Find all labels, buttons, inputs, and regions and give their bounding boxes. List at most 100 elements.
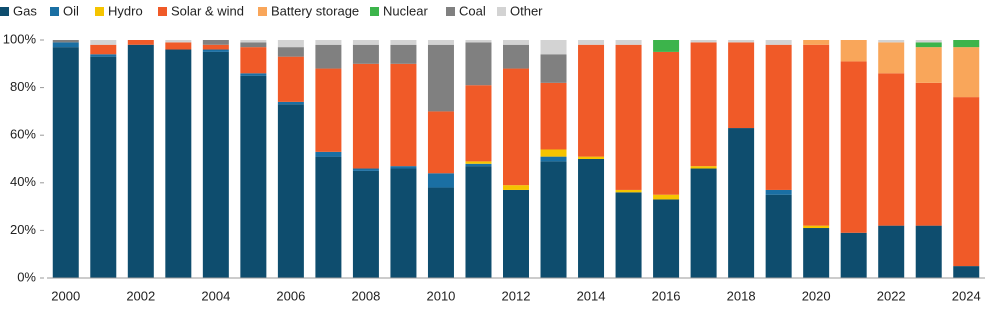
- bar-segment: [240, 73, 267, 76]
- bar-segment: [765, 189, 792, 195]
- bar-segment: [165, 42, 192, 50]
- bar-segment: [240, 47, 267, 74]
- y-tick-label: 80%: [10, 79, 36, 94]
- bar-segment: [352, 63, 379, 169]
- x-tick-label: 2002: [126, 288, 155, 303]
- bar-segment: [352, 40, 379, 45]
- bar-segment: [540, 156, 567, 162]
- bar-segment: [315, 40, 342, 45]
- bar-segment: [90, 54, 117, 57]
- bar-segment: [90, 44, 117, 55]
- bar-segment: [653, 40, 680, 52]
- x-tick-label: 2022: [877, 288, 906, 303]
- bar-segment: [728, 42, 755, 129]
- x-tick-label: 2008: [351, 288, 380, 303]
- bar-segment: [427, 44, 454, 112]
- bar-segment: [765, 194, 792, 278]
- bar-segment: [953, 47, 980, 98]
- bar-segment: [277, 101, 304, 105]
- bar-segment: [840, 232, 867, 278]
- y-tick-label: 40%: [10, 174, 36, 189]
- x-tick-label: 2014: [577, 288, 606, 303]
- bar-segment: [878, 40, 905, 43]
- bar-segment: [690, 42, 717, 167]
- bar-segment: [390, 63, 417, 167]
- bar-segment: [240, 75, 267, 278]
- bar-segment: [465, 161, 492, 164]
- bar-segment: [953, 266, 980, 278]
- bar-segment: [503, 44, 529, 69]
- bar-segment: [615, 40, 642, 45]
- legend-swatch: [50, 7, 59, 16]
- bar-segment: [803, 225, 830, 229]
- bar-segment: [465, 42, 492, 86]
- bar-segment: [915, 42, 942, 48]
- bar-segment: [878, 73, 905, 226]
- legend-label: Gas: [13, 3, 37, 18]
- bar-segment: [690, 168, 717, 278]
- legend-swatch: [158, 7, 167, 16]
- legend-swatch: [446, 7, 455, 16]
- bar-segment: [540, 82, 567, 150]
- bar-segment: [465, 40, 492, 43]
- bar-segment: [90, 40, 117, 45]
- bar-segment: [90, 56, 117, 278]
- bar-segment: [52, 40, 79, 43]
- bar-segment: [427, 111, 454, 174]
- bar-segment: [953, 40, 980, 48]
- x-tick-label: 2024: [952, 288, 981, 303]
- bar-segment: [352, 170, 379, 278]
- bar-segment: [653, 199, 680, 278]
- bar-segment: [878, 225, 905, 278]
- bar-segment: [953, 97, 980, 267]
- bar-segment: [915, 82, 942, 226]
- bar-segment: [465, 163, 492, 167]
- bar-segment: [540, 54, 567, 83]
- bar-segment: [52, 47, 79, 278]
- bar-segment: [765, 44, 792, 190]
- bar-segment: [315, 151, 342, 157]
- bar-segment: [390, 168, 417, 278]
- x-tick-label: 2004: [201, 288, 230, 303]
- bar-segment: [803, 40, 830, 45]
- bar-segment: [202, 51, 229, 279]
- bar-segment: [578, 159, 605, 278]
- x-tick-label: 2020: [802, 288, 831, 303]
- bar-segment: [915, 47, 942, 83]
- bar-segment: [202, 44, 229, 50]
- bar-segment: [202, 49, 229, 52]
- bar-segment: [690, 40, 717, 43]
- legend-label: Battery storage: [271, 3, 359, 18]
- bar-segment: [315, 68, 342, 152]
- legend-label: Solar & wind: [171, 3, 244, 18]
- bar-segment: [615, 44, 642, 190]
- bar-segment: [915, 225, 942, 278]
- bar-segment: [127, 44, 154, 279]
- legend-swatch: [0, 7, 9, 16]
- bar-segment: [315, 44, 342, 69]
- bar-segment: [277, 40, 304, 48]
- bar-segment: [803, 44, 830, 226]
- bar-segment: [277, 104, 304, 278]
- bar-segment: [352, 44, 379, 64]
- bar-segment: [840, 61, 867, 233]
- bar-segment: [840, 40, 867, 62]
- bar-segment: [503, 189, 529, 278]
- bar-segment: [690, 166, 717, 169]
- bar-segment: [240, 40, 267, 43]
- bar-segment: [465, 166, 492, 278]
- bar-segment: [52, 42, 79, 48]
- bar-segment: [765, 40, 792, 45]
- bar-segment: [202, 40, 229, 45]
- y-tick-label: 20%: [10, 222, 36, 237]
- legend-label: Hydro: [108, 3, 143, 18]
- legend-label: Oil: [63, 3, 79, 18]
- bar-segment: [315, 156, 342, 278]
- bar-segment: [615, 189, 642, 193]
- bar-segment: [578, 44, 605, 157]
- bar-segment: [165, 40, 192, 43]
- legend-swatch: [370, 7, 379, 16]
- bar-segment: [427, 187, 454, 278]
- bar-segment: [127, 40, 154, 45]
- bar-segment: [578, 40, 605, 45]
